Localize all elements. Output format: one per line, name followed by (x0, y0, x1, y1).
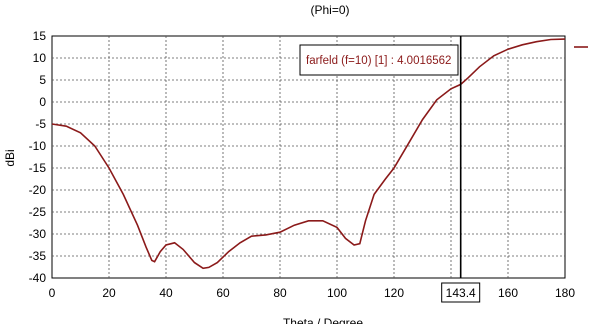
svg-text:farfeld (f=10) [1] : 4.0016562: farfeld (f=10) [1] : 4.0016562 (306, 55, 451, 67)
y-tick-label: -35 (29, 249, 47, 263)
y-tick-label: -20 (29, 183, 47, 197)
y-tick-label: -15 (29, 161, 47, 175)
svg-text:143.4: 143.4 (446, 286, 476, 300)
x-tick-label: 120 (384, 286, 404, 300)
y-tick-label: 5 (39, 73, 46, 87)
y-tick-label: -40 (29, 271, 47, 285)
y-tick-label: -5 (35, 117, 46, 131)
marker-annotation: farfeld (f=10) [1] : 4.0016562 (299, 44, 459, 76)
grid (52, 36, 565, 278)
x-tick-label: 40 (159, 286, 173, 300)
x-tick-label: 0 (49, 286, 56, 300)
series-line (51, 38, 566, 270)
x-tick-label: 180 (555, 286, 575, 300)
x-tick-label: 100 (327, 286, 347, 300)
y-tick-label: 10 (33, 51, 47, 65)
y-tick-label: 15 (33, 29, 47, 43)
plot-area (51, 35, 566, 279)
y-axis-label: dBi (3, 149, 17, 166)
x-tick-label: 160 (498, 286, 518, 300)
x-tick-label: 60 (216, 286, 230, 300)
y-axis-ticks: 15 10 5 0 -5 -10 -15 -20 -25 -30 -35 -40 (29, 29, 47, 285)
marker-x-label: 143.4 (441, 282, 481, 303)
y-tick-label: -25 (29, 205, 47, 219)
chart-title: (Phi=0) (310, 3, 349, 17)
x-axis-ticks: 020406080100120140160180 (49, 286, 576, 300)
y-tick-label: -30 (29, 227, 47, 241)
x-tick-label: 80 (273, 286, 287, 300)
x-axis-label: Theta / Degree (283, 316, 363, 324)
y-tick-label: -10 (29, 139, 47, 153)
x-tick-label: 20 (102, 286, 116, 300)
y-tick-label: 0 (39, 95, 46, 109)
